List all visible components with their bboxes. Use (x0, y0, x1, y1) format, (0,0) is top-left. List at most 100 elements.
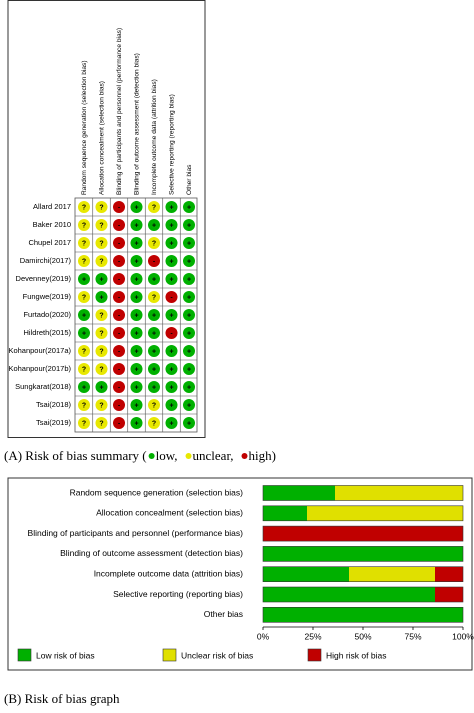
judgement-dot (165, 327, 178, 339)
legend-dot (185, 453, 192, 459)
bar-segment (435, 587, 463, 602)
judgement-dot (95, 363, 108, 375)
judgement-symbol: + (134, 366, 138, 373)
bar-outline (262, 525, 464, 542)
judgement-symbol: ? (82, 240, 86, 247)
bar-segment (263, 485, 335, 501)
judgement-dot (165, 309, 178, 321)
judgement-symbol: + (187, 312, 191, 319)
column-label: Other bias (186, 164, 193, 195)
column-label: Blinding of outcome assessment (detectio… (133, 53, 140, 195)
judgement-dot (130, 255, 143, 267)
judgement-dot (113, 201, 125, 213)
category-label: Selective reporting (reporting bias) (113, 589, 243, 599)
judgement-dot (95, 381, 108, 393)
judgement-symbol: ? (99, 204, 103, 211)
judgement-dot (78, 345, 90, 357)
legend-label: High risk of bias (326, 650, 386, 660)
judgement-symbol: ? (82, 204, 86, 211)
bar-segment (263, 546, 463, 562)
judgement-dot (130, 273, 143, 285)
judgement-symbol: + (134, 420, 138, 427)
judgement-dot (113, 417, 125, 429)
judgement-symbol: ? (82, 294, 86, 301)
judgement-symbol: - (118, 204, 121, 211)
judgement-symbol: ? (82, 222, 86, 229)
judgement-symbol: ? (99, 402, 103, 409)
judgement-dot (78, 201, 90, 213)
judgement-dot (165, 363, 178, 375)
bar-segment (263, 566, 349, 582)
judgement-symbol: - (118, 348, 121, 355)
judgement-dot (130, 363, 143, 375)
judgement-symbol: - (118, 402, 121, 409)
judgement-dot (95, 345, 108, 357)
judgement-symbol: + (169, 366, 173, 373)
column-label: Blinding of participants and personnel (… (116, 28, 123, 195)
study-label: Devenney(2019) (16, 274, 72, 283)
judgement-symbol: ? (152, 402, 156, 409)
judgement-symbol: + (187, 222, 191, 229)
bar-segment (263, 607, 463, 623)
x-tick-label: 100% (452, 631, 474, 641)
judgement-dot (78, 327, 90, 339)
judgement-dot (113, 291, 125, 303)
judgement-dot (148, 363, 160, 375)
judgement-dot (183, 291, 195, 303)
judgement-dot (130, 399, 143, 411)
judgement-symbol: ? (152, 420, 156, 427)
judgement-symbol: + (134, 294, 138, 301)
judgement-dot (183, 345, 195, 357)
judgement-symbol: ? (99, 240, 103, 247)
judgement-dot (148, 381, 160, 393)
judgement-dot (130, 345, 143, 357)
study-label: Kohanpour(2017b) (8, 364, 71, 373)
study-label: Fungwe(2019) (23, 292, 72, 301)
judgement-symbol: ? (82, 402, 86, 409)
judgement-symbol: + (187, 240, 191, 247)
judgement-symbol: + (187, 366, 191, 373)
judgement-symbol: ? (82, 348, 86, 355)
legend-label: Low risk of bias (36, 650, 95, 660)
legend-swatch (162, 648, 177, 662)
judgement-dot (78, 381, 90, 393)
judgement-dot (165, 273, 178, 285)
judgement-symbol: + (82, 330, 86, 337)
judgement-symbol: + (82, 384, 86, 391)
judgement-symbol: + (169, 258, 173, 265)
judgement-dot (183, 201, 195, 213)
judgement-symbol: - (118, 276, 121, 283)
judgement-dot (113, 363, 125, 375)
judgement-symbol: + (99, 276, 103, 283)
summary-frame (7, 0, 206, 438)
bar-segment (349, 566, 435, 582)
judgement-dot (95, 417, 108, 429)
judgement-dot (113, 345, 125, 357)
study-label: Tsai(2019) (36, 418, 72, 427)
judgement-symbol: + (187, 420, 191, 427)
judgement-dot (148, 399, 160, 411)
judgement-dot (95, 309, 108, 321)
bar-outline (262, 586, 464, 603)
judgement-symbol: + (134, 348, 138, 355)
judgement-symbol: + (169, 240, 173, 247)
legend-dot (241, 453, 248, 459)
judgement-symbol: + (82, 276, 86, 283)
judgement-dot (148, 345, 160, 357)
category-label: Blinding of participants and personnel (… (28, 528, 244, 538)
judgement-symbol: + (134, 312, 138, 319)
legend-swatch (307, 648, 322, 662)
judgement-symbol: + (152, 384, 156, 391)
judgement-symbol: + (169, 420, 173, 427)
x-tick-label: 25% (304, 631, 321, 641)
legend-label: low, (156, 448, 178, 463)
judgement-symbol: + (187, 276, 191, 283)
category-label: Incomplete outcome data (attrition bias) (94, 568, 243, 578)
judgement-symbol: ? (82, 420, 86, 427)
graph-frame (7, 477, 473, 671)
judgement-dot (95, 327, 108, 339)
judgement-dot (130, 219, 143, 231)
judgement-symbol: + (152, 330, 156, 337)
judgement-dot (113, 399, 125, 411)
